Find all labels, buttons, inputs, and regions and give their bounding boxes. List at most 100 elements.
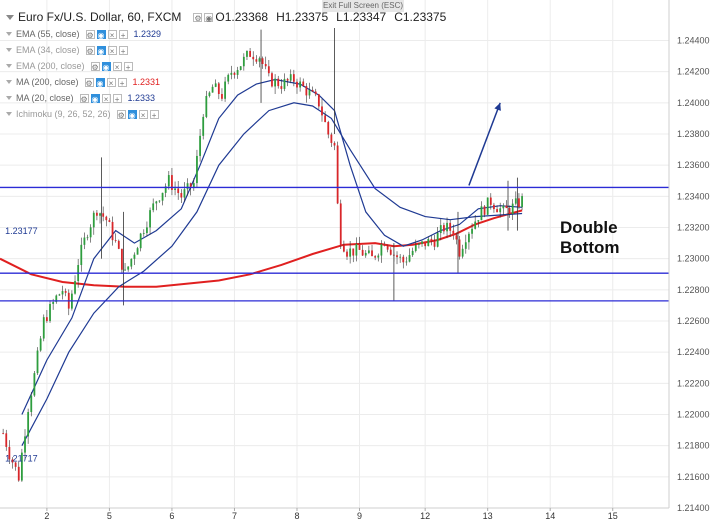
candle-body xyxy=(199,135,201,156)
dropdown-arrow-icon[interactable] xyxy=(6,64,12,68)
close-icon[interactable]: × xyxy=(107,45,117,56)
indicator-value: 1.2329 xyxy=(133,29,162,39)
plus-icon[interactable]: + xyxy=(149,109,159,120)
candle-body xyxy=(149,210,151,228)
y-tick-label: 1.23600 xyxy=(677,160,710,170)
candle-body xyxy=(433,241,436,247)
open-value: O1.23368 xyxy=(215,10,269,24)
candle-body xyxy=(217,83,220,95)
settings-icon[interactable]: ⚙ xyxy=(85,29,95,40)
candle-body xyxy=(499,208,502,213)
candle-body xyxy=(258,58,261,62)
candle-body xyxy=(352,248,355,256)
settings-icon[interactable]: ⚙ xyxy=(90,61,100,72)
projection-arrow-line xyxy=(468,102,501,186)
plus-icon[interactable]: + xyxy=(118,45,128,56)
x-tick-label: 8 xyxy=(294,511,299,521)
candle-body xyxy=(446,222,448,232)
candle-body xyxy=(411,250,414,256)
candle-body xyxy=(180,193,183,198)
settings-icon[interactable]: ⚙ xyxy=(84,77,94,88)
y-tick-label: 1.23000 xyxy=(677,254,710,264)
candle-body xyxy=(308,89,311,96)
settings-icon[interactable]: ⚙ xyxy=(85,45,95,56)
dropdown-arrow-icon[interactable] xyxy=(6,80,12,84)
candle-body xyxy=(436,233,439,247)
indicator-row[interactable]: EMA (55, close) ⚙ ◉ × +1.2329 xyxy=(6,26,452,42)
candle-body xyxy=(127,266,130,270)
close-value: C1.23375 xyxy=(394,10,447,24)
dropdown-arrow-icon[interactable] xyxy=(6,96,12,100)
symbol-title: Euro Fx/U.S. Dollar, 60, FXCM xyxy=(18,10,182,24)
candle-body xyxy=(346,251,348,257)
dropdown-arrow-icon[interactable] xyxy=(6,48,12,52)
candle-body xyxy=(33,373,36,396)
eye-icon[interactable]: ◉ xyxy=(95,77,105,88)
close-icon[interactable]: × xyxy=(107,29,117,40)
level-annotation: 1.23177 xyxy=(5,226,38,236)
eye-icon[interactable]: ◉ xyxy=(204,12,214,23)
candle-body xyxy=(371,250,373,257)
candle-body xyxy=(136,248,139,255)
indicator-row[interactable]: MA (20, close) ⚙ ◉ × +1.2333 xyxy=(6,90,452,106)
candle-body xyxy=(99,213,101,216)
eye-icon[interactable]: ◉ xyxy=(101,61,111,72)
candle-body xyxy=(408,255,411,262)
indicator-row[interactable]: Ichimoku (9, 26, 52, 26) ⚙ ◉ × + xyxy=(6,106,452,122)
x-tick-label: 6 xyxy=(169,511,174,521)
candle-body xyxy=(105,216,108,221)
indicator-label: EMA (55, close) xyxy=(16,29,80,39)
candle-body xyxy=(117,240,120,249)
plus-icon[interactable]: + xyxy=(117,77,127,88)
indicator-row[interactable]: MA (200, close) ⚙ ◉ × +1.2331 xyxy=(6,74,452,90)
dropdown-arrow-icon[interactable] xyxy=(6,32,12,36)
eye-icon[interactable]: ◉ xyxy=(96,29,106,40)
candle-body xyxy=(424,241,427,247)
series-line-ma-20-close- xyxy=(21,78,523,415)
exit-fullscreen-button[interactable]: Exit Full Screen (ESC) xyxy=(322,0,404,12)
plus-icon[interactable]: + xyxy=(112,93,122,104)
candle-body xyxy=(324,115,327,123)
candle-body xyxy=(502,205,505,209)
settings-icon[interactable]: ⚙ xyxy=(116,109,126,120)
candle-body xyxy=(386,245,389,250)
candle-body xyxy=(2,433,5,435)
candle-body xyxy=(505,205,508,209)
candle-body xyxy=(480,206,483,221)
eye-icon[interactable]: ◉ xyxy=(90,93,100,104)
eye-icon[interactable]: ◉ xyxy=(127,109,137,120)
eye-icon[interactable]: ◉ xyxy=(96,45,106,56)
candle-body xyxy=(405,261,408,263)
dropdown-arrow-icon[interactable] xyxy=(6,14,14,20)
close-icon[interactable]: × xyxy=(106,77,116,88)
candle-body xyxy=(292,74,295,82)
candle-body xyxy=(402,256,405,263)
candle-body xyxy=(86,237,89,239)
dropdown-arrow-icon[interactable] xyxy=(6,112,12,116)
candle-body xyxy=(383,244,386,246)
plus-icon[interactable]: + xyxy=(123,61,133,72)
indicator-label: MA (20, close) xyxy=(16,93,74,103)
candle-body xyxy=(464,242,467,249)
close-icon[interactable]: × xyxy=(112,61,122,72)
candle-body xyxy=(92,212,95,228)
settings-icon[interactable]: ⚙ xyxy=(193,12,203,23)
close-icon[interactable]: × xyxy=(101,93,111,104)
candle-body xyxy=(208,92,211,96)
indicator-row[interactable]: EMA (34, close) ⚙ ◉ × + xyxy=(6,42,452,58)
x-tick-label: 7 xyxy=(232,511,237,521)
y-tick-label: 1.24400 xyxy=(677,36,710,46)
settings-icon[interactable]: ⚙ xyxy=(79,93,89,104)
indicator-label: EMA (200, close) xyxy=(16,61,85,71)
candle-body xyxy=(124,269,126,271)
plus-icon[interactable]: + xyxy=(118,29,128,40)
candle-body xyxy=(468,233,470,243)
candle-body xyxy=(418,243,420,246)
indicator-row[interactable]: EMA (200, close) ⚙ ◉ × + xyxy=(6,58,452,74)
candle-body xyxy=(414,245,417,251)
close-icon[interactable]: × xyxy=(138,109,148,120)
candle-body xyxy=(211,86,214,93)
